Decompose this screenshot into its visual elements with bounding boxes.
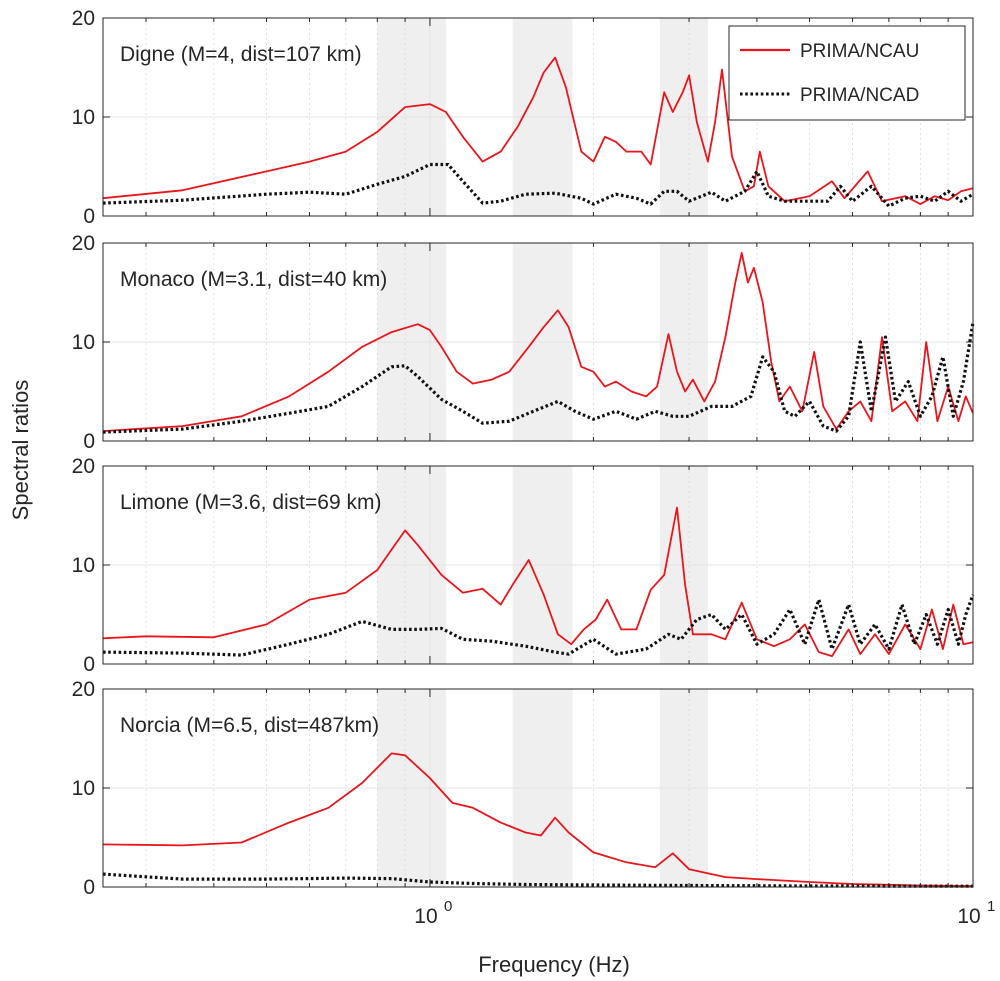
y-tick-label: 20 — [72, 678, 95, 701]
legend: PRIMA/NCAU PRIMA/NCAD — [728, 25, 966, 121]
y-tick-label: 20 — [72, 455, 95, 478]
y-tick-label: 0 — [83, 876, 95, 899]
legend-label-ncau: PRIMA/NCAU — [800, 41, 919, 62]
y-tick-label: 10 — [72, 777, 95, 800]
panel-title: Limone (M=3.6, dist=69 km) — [120, 491, 381, 514]
y-tick-label: 0 — [83, 430, 95, 453]
panel-4: 0 10 20 Norcia (M=6.5, dist=487km) — [72, 678, 974, 899]
series-line-ncad — [102, 321, 975, 434]
x-tick-label: 10 — [414, 905, 437, 928]
y-tick-label: 20 — [72, 232, 95, 255]
y-tick-label: 20 — [72, 7, 95, 30]
panel-title: Monaco (M=3.1, dist=40 km) — [120, 268, 387, 291]
series-line-ncad — [102, 162, 974, 208]
series-line-ncad — [102, 872, 974, 888]
panel-title: Digne (M=4, dist=107 km) — [120, 43, 362, 66]
x-tick-exponent: 1 — [987, 898, 995, 915]
series-line-ncad — [102, 594, 975, 657]
panel-title: Norcia (M=6.5, dist=487km) — [120, 714, 379, 737]
panel-3: 0 10 20 Limone (M=3.6, dist=69 km) — [72, 455, 975, 676]
panel-1: 0 10 20 Digne (M=4, dist=107 km) — [72, 7, 974, 228]
legend-label-ncad: PRIMA/NCAD — [800, 85, 919, 106]
x-tick-label: 10 — [957, 905, 980, 928]
y-tick-label: 0 — [83, 653, 95, 676]
series-line-ncau — [102, 506, 974, 657]
x-tick-exponent: 0 — [444, 898, 452, 915]
x-axis-title: Frequency (Hz) — [478, 952, 630, 977]
y-tick-label: 10 — [72, 331, 95, 354]
series-line-ncau — [102, 251, 974, 432]
y-tick-label: 10 — [72, 554, 95, 577]
legend-box — [728, 25, 966, 121]
series-line-ncau — [102, 56, 974, 206]
series-line-ncau — [102, 752, 974, 887]
y-axis-title: Spectral ratios — [8, 380, 33, 521]
y-tick-label: 10 — [72, 106, 95, 129]
y-tick-label: 0 — [83, 205, 95, 228]
panel-2: 0 10 20 Monaco (M=3.1, dist=40 km) — [72, 232, 975, 453]
